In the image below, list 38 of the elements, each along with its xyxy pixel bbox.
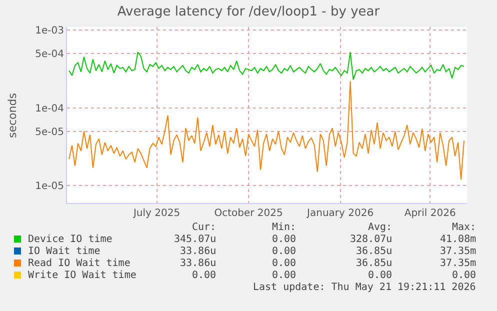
text: Min: [272, 222, 296, 233]
text: 328.07u [350, 234, 392, 245]
y-tick-label: 1e-05 [35, 181, 64, 192]
legend-label: Read IO Wait time [28, 258, 130, 269]
x-tick-label: January 2026 [306, 208, 374, 219]
legend-label: Device IO time [28, 234, 112, 245]
y-tick-label: 5e-04 [35, 48, 64, 60]
text: 0.00 [272, 270, 296, 281]
text: Max: [452, 222, 476, 233]
text: 37.35m [440, 246, 476, 257]
text: 0.00 [272, 246, 296, 257]
line-series [68, 80, 465, 180]
text: Last update: Thu May 21 19:21:11 2026 [253, 282, 476, 293]
text: 41.08m [440, 234, 476, 245]
text: 0.00 [452, 270, 476, 281]
text: 33.86u [180, 258, 216, 269]
y-tick-label: 5e-05 [35, 126, 64, 138]
text: Avg: [368, 222, 392, 233]
y-axis-title: seconds [6, 92, 19, 138]
text: 345.07u [174, 234, 216, 245]
text: 0.00 [272, 258, 296, 269]
text: 0.00 [368, 270, 392, 281]
x-tick-label: October 2025 [214, 208, 283, 219]
legend-label: IO Wait time [28, 246, 100, 257]
text: 36.85u [356, 246, 392, 257]
text: 33.86u [180, 246, 216, 257]
y-tick-label: 1e-03 [35, 25, 64, 36]
text: 37.35m [440, 258, 476, 269]
x-tick-label: April 2026 [404, 208, 456, 219]
text: 0.00 [192, 270, 216, 281]
x-tick-label: July 2025 [132, 208, 180, 219]
text: Cur: [192, 222, 216, 233]
text: 0.00 [272, 234, 296, 245]
line-series [68, 52, 465, 80]
text: 36.85u [356, 258, 392, 269]
y-tick-label: 1e-04 [35, 103, 64, 114]
legend-label: Write IO Wait time [28, 270, 136, 281]
chart-title: Average latency for /dev/loop1 - by year [117, 4, 380, 20]
